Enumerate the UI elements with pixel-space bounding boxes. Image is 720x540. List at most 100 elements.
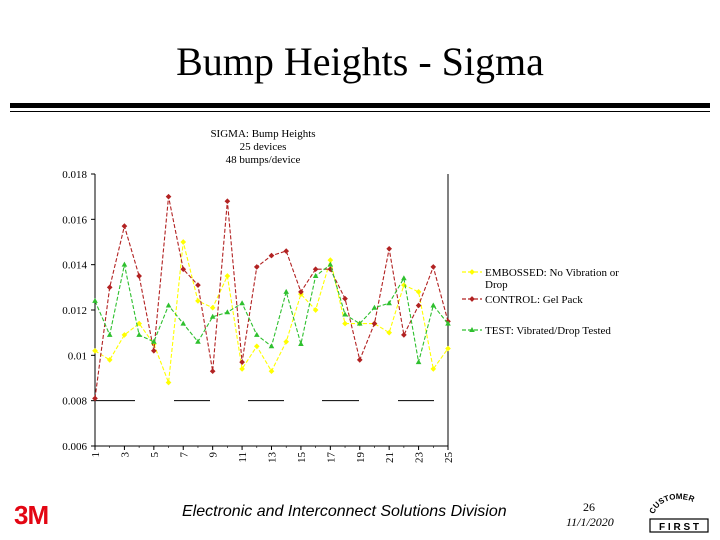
- series-point-1: [224, 198, 231, 205]
- slide-date: 11/1/2020: [566, 515, 614, 529]
- legend: EMBOSSED: No Vibration or Drop CONTROL: Ge…: [462, 267, 619, 337]
- series-point-0: [195, 298, 201, 304]
- x-tick-label: 23: [414, 452, 426, 464]
- x-tick-label: 3: [119, 452, 131, 458]
- x-tick-label: 11: [237, 452, 249, 463]
- x-tick-label: 25: [443, 452, 455, 464]
- series-point-2: [283, 288, 290, 294]
- series-point-1: [401, 332, 407, 338]
- x-tick-label: 13: [267, 452, 279, 464]
- series-point-0: [312, 307, 319, 313]
- legend-swatch-marker-2: [469, 327, 475, 332]
- series-point-1: [298, 289, 304, 295]
- legend-label-2: TEST: Vibrated/Drop Tested: [485, 325, 611, 337]
- series-point-1: [239, 359, 245, 365]
- y-tick-label: 0.016: [62, 214, 87, 226]
- series-point-2: [430, 302, 437, 308]
- chart-title-line-0: SIGMA: Bump Heights: [210, 128, 315, 140]
- series-point-0: [415, 289, 422, 295]
- y-axis: 0.018 0.016 0.014 0.012 0.01 0.008 0.006: [62, 169, 95, 453]
- series-point-0: [253, 343, 260, 350]
- series-point-2: [356, 320, 363, 326]
- series-point-0: [386, 329, 392, 336]
- title-divider-thin: [10, 111, 710, 112]
- series-point-2: [386, 300, 392, 306]
- x-tick-label: 1: [90, 452, 102, 458]
- series-point-0: [92, 347, 98, 354]
- legend-swatch-marker-0: [469, 269, 475, 275]
- series-point-1: [209, 368, 216, 375]
- series-point-1: [165, 193, 172, 200]
- series-point-2: [136, 331, 142, 337]
- series-point-2: [165, 302, 172, 308]
- series-point-0: [136, 320, 142, 327]
- series-group: [92, 193, 451, 402]
- x-tick-label: 7: [178, 452, 190, 458]
- series-point-2: [401, 275, 407, 281]
- legend-label-1: CONTROL: Gel Pack: [485, 294, 583, 306]
- series-point-0: [209, 304, 216, 311]
- series-point-0: [327, 257, 334, 263]
- series-point-2: [268, 343, 275, 349]
- series-point-1: [106, 284, 113, 291]
- series-point-0: [445, 345, 451, 352]
- series-point-1: [342, 295, 348, 302]
- series-point-0: [121, 332, 128, 338]
- series-point-1: [312, 266, 319, 273]
- series-point-0: [239, 366, 245, 372]
- series-point-2: [415, 359, 422, 365]
- y-tick-label: 0.012: [62, 305, 87, 317]
- division-name: Electronic and Interconnect Solutions Di…: [182, 503, 507, 520]
- series-point-2: [106, 331, 113, 337]
- series-point-1: [253, 264, 260, 270]
- series-point-2: [327, 261, 334, 267]
- series-point-0: [106, 357, 113, 363]
- series-point-2: [92, 297, 98, 303]
- series-point-0: [268, 368, 275, 375]
- x-tick-label: 5: [149, 452, 161, 458]
- series-point-0: [283, 338, 290, 345]
- x-tick-label: 15: [296, 452, 308, 464]
- series-line-1: [94, 196, 449, 399]
- legend-label-0: EMBOSSED: No Vibration or Drop: [485, 267, 619, 291]
- series-line-0: [94, 241, 449, 383]
- series-point-1: [136, 273, 142, 279]
- series-point-1: [430, 264, 437, 270]
- plot-frame: [94, 174, 449, 447]
- x-axis: 1 3 5 7 9 11 13 15 17 19 21 23 25: [90, 446, 455, 463]
- y-tick-label: 0.018: [62, 169, 87, 181]
- series-point-1: [195, 282, 201, 288]
- series-point-2: [239, 300, 245, 306]
- series-point-1: [283, 248, 290, 254]
- series-point-0: [430, 366, 437, 372]
- y-tick-label: 0.014: [62, 260, 87, 272]
- series-point-1: [92, 395, 98, 402]
- series-point-2: [121, 261, 128, 267]
- series-point-2: [312, 273, 319, 278]
- series-point-2: [224, 309, 231, 315]
- series-point-0: [342, 320, 348, 327]
- customer-logo-top-text: CUSTOMER: [648, 493, 696, 515]
- series-point-2: [342, 311, 348, 317]
- series-point-2: [195, 338, 201, 344]
- customer-first-logo: CUSTOMER F I R S T: [648, 493, 709, 533]
- series-point-2: [180, 320, 187, 326]
- series-point-0: [165, 379, 172, 386]
- series-point-0: [224, 273, 231, 279]
- chart-title-line-1: 25 devices: [240, 141, 287, 153]
- slide-title: Bump Heights - Sigma: [176, 39, 544, 84]
- series-point-2: [151, 338, 157, 344]
- x-tick-label: 9: [208, 452, 220, 458]
- series-point-1: [268, 252, 275, 259]
- series-point-1: [121, 223, 128, 229]
- 3m-logo: 3M: [14, 500, 49, 530]
- y-tick-label: 0.01: [68, 350, 87, 362]
- series-point-1: [371, 320, 378, 327]
- series-point-2: [371, 304, 378, 310]
- series-point-1: [415, 302, 422, 309]
- series-point-2: [298, 341, 304, 346]
- page-number: 26: [583, 500, 595, 514]
- x-tick-label: 21: [384, 452, 396, 463]
